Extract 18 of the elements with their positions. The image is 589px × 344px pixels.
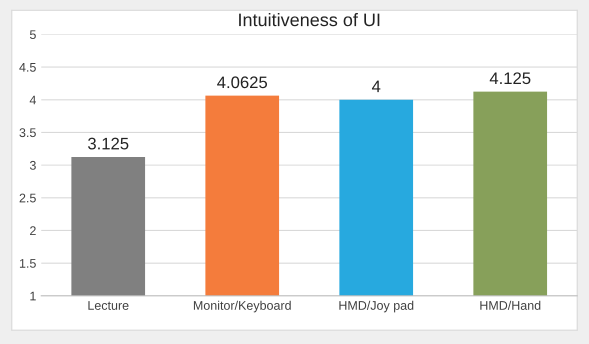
data-label: 3.125 [88,138,128,150]
y-tick-label: 2 [30,226,36,236]
x-tick-label: HMD/Joy pad [339,300,414,312]
chart-title: Intuitiveness of UI [239,12,380,26]
y-tick-label: 3 [30,160,36,170]
x-tick-label: Monitor/Keyboard [194,300,291,312]
y-tick-label: 1.5 [20,259,36,268]
y-tick-label: 4 [30,96,36,104]
y-tick-label: 1 [30,292,36,300]
data-label: 4.0625 [217,76,268,88]
y-tick-label: 5 [30,30,36,40]
y-tick-label: 4.5 [19,63,36,72]
y-tick-label: 2.5 [20,194,36,202]
y-tick-label: 3.5 [19,128,36,138]
data-label: 4.125 [490,72,530,84]
x-tick-label: Lecture [88,301,129,310]
x-tick-label: HMD/Hand [480,300,540,310]
data-label: 4 [372,80,380,92]
